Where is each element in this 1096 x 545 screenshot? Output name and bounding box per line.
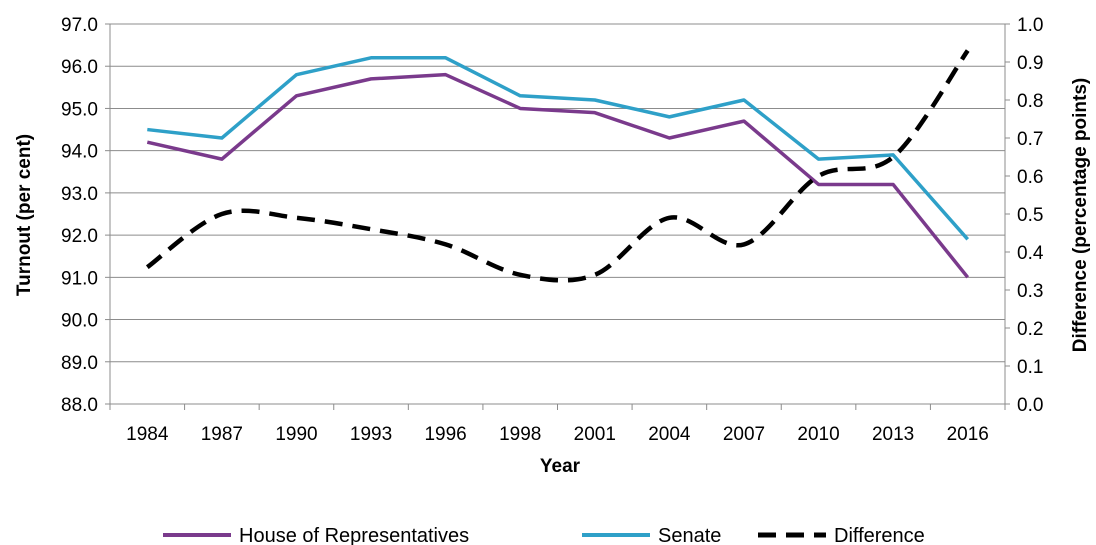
y2-tick-label: 1.0 — [1017, 15, 1043, 36]
y2-tick-label: 0.0 — [1017, 395, 1043, 416]
y-tick-label: 92.0 — [61, 226, 98, 247]
y2-tick-label: 0.7 — [1017, 129, 1043, 150]
y2-tick-label: 0.5 — [1017, 205, 1043, 226]
y2-tick-label: 0.2 — [1017, 319, 1043, 340]
x-tick-label: 1987 — [201, 424, 243, 445]
x-tick-label: 2013 — [872, 424, 914, 445]
y-tick-label: 97.0 — [61, 15, 98, 36]
x-tick-label: 1990 — [275, 424, 317, 445]
y-tick-label: 88.0 — [61, 395, 98, 416]
x-tick-label: 2007 — [723, 424, 765, 445]
x-tick-label: 1993 — [350, 424, 392, 445]
x-tick-label: 2010 — [797, 424, 839, 445]
y2-tick-label: 0.1 — [1017, 357, 1043, 378]
series-line-house-of-representatives — [146, 72, 970, 279]
y-tick-label: 89.0 — [61, 353, 98, 374]
y2-tick-label: 0.6 — [1017, 167, 1043, 188]
x-tick-label: 1998 — [499, 424, 541, 445]
y2-tick-label: 0.3 — [1017, 281, 1043, 302]
y2-axis-title: Difference (percentage points) — [1070, 78, 1091, 353]
y-tick-label: 93.0 — [61, 184, 98, 205]
series-line-difference — [145, 49, 970, 283]
series-line-senate — [147, 56, 970, 241]
y-tick-label: 96.0 — [61, 57, 98, 78]
y-tick-label: 94.0 — [61, 142, 98, 163]
x-tick-label: 1996 — [424, 424, 466, 445]
x-tick-label: 2001 — [574, 424, 616, 445]
y2-tick-label: 0.8 — [1017, 91, 1043, 112]
gridlines — [110, 23, 1005, 405]
axes — [105, 23, 1010, 410]
y-tick-label: 95.0 — [61, 99, 98, 120]
legend-label-senate: Senate — [658, 525, 721, 545]
x-tick-label: 1984 — [126, 424, 169, 445]
x-tick-label: 2016 — [947, 424, 989, 445]
y2-tick-label: 0.4 — [1017, 243, 1044, 264]
x-tick-label: 2004 — [648, 424, 691, 445]
y-axis-title: Turnout (per cent) — [14, 134, 35, 296]
legend-label-difference: Difference — [834, 525, 925, 545]
y-tick-label: 90.0 — [61, 311, 98, 332]
x-axis-title: Year — [540, 456, 581, 477]
y2-tick-label: 0.9 — [1017, 53, 1043, 74]
legend: House of Representatives Senate Difference — [163, 525, 925, 545]
tick-labels: 88.0 89.0 90.0 91.0 92.0 93.0 94.0 95.0 96.0 97.0… — [61, 15, 1044, 445]
y-tick-label: 91.0 — [61, 268, 98, 289]
legend-label-house-of-representatives: House of Representatives — [239, 525, 469, 545]
series-lines — [145, 49, 970, 283]
